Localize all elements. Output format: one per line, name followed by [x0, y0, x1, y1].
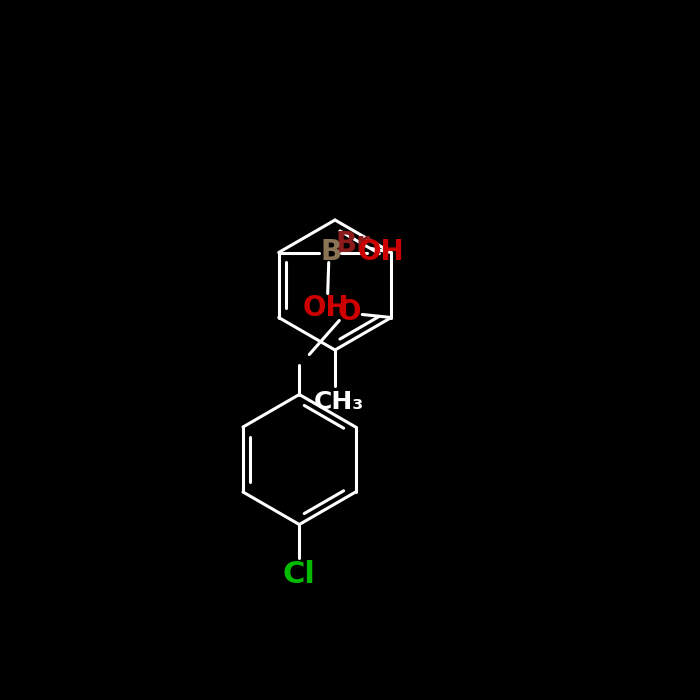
Text: B: B [320, 239, 342, 267]
Text: CH₃: CH₃ [314, 390, 364, 414]
Text: Cl: Cl [283, 560, 316, 589]
Text: OH: OH [358, 239, 404, 267]
Text: Br: Br [336, 230, 371, 258]
Text: O: O [337, 298, 361, 326]
Text: OH: OH [302, 293, 349, 321]
